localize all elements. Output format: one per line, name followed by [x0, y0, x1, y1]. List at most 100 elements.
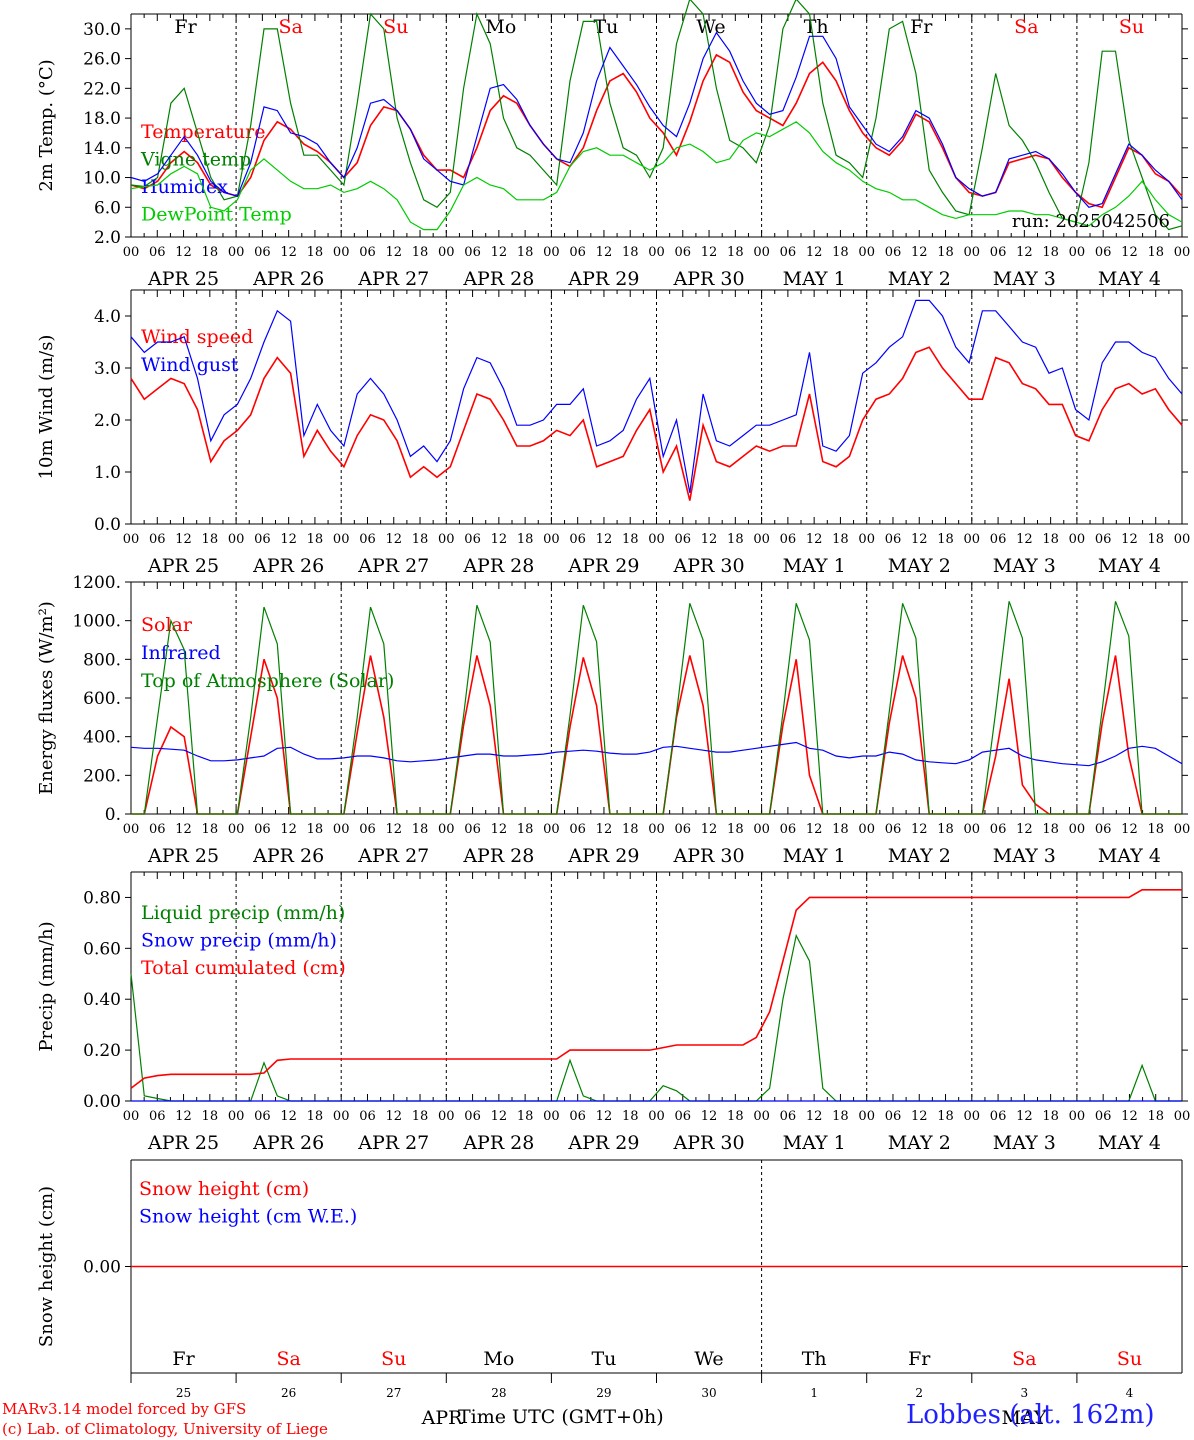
hour-tick-label: 00: [1069, 822, 1086, 837]
day-of-week-label: We: [694, 1348, 723, 1370]
y-tick-label: 2.0: [94, 411, 121, 431]
y-axis-label: Snow height (cm): [36, 1186, 57, 1347]
hour-tick-label: 18: [307, 1109, 324, 1124]
hour-tick-label: 06: [149, 245, 166, 260]
hour-tick-label: 12: [596, 532, 613, 547]
hour-tick-label: 12: [491, 1109, 508, 1124]
hour-tick-label: 18: [202, 532, 219, 547]
y-tick-label: 6.0: [94, 198, 121, 218]
hour-tick-label: 06: [675, 245, 692, 260]
series-line-wind-gust: [130, 299, 1183, 493]
hour-tick-label: 00: [1069, 1109, 1086, 1124]
hour-tick-label: 12: [911, 822, 928, 837]
day-of-week-label: Tu: [591, 1348, 616, 1370]
day-of-week-label: Sa: [1012, 1348, 1036, 1370]
hour-tick-label: 18: [832, 822, 849, 837]
day-of-week-label: Fr: [908, 1348, 931, 1370]
date-label: APR 29: [567, 555, 639, 577]
hour-tick-label: 00: [228, 245, 245, 260]
hour-tick-label: 06: [569, 1109, 586, 1124]
y-tick-label: 0.60: [83, 939, 121, 959]
y-tick-label: 0.: [105, 805, 121, 825]
date-label: APR 27: [357, 555, 429, 577]
y-tick-label: 1000.: [72, 612, 121, 632]
hour-tick-label: 12: [1121, 532, 1138, 547]
hour-tick-label: 00: [333, 532, 350, 547]
day-number-label: 3: [1021, 1386, 1029, 1400]
hour-tick-label: 18: [937, 1109, 954, 1124]
hour-tick-label: 00: [123, 1109, 140, 1124]
day-number-label: 30: [701, 1386, 716, 1400]
hour-tick-label: 00: [753, 1109, 770, 1124]
hour-tick-label: 06: [254, 1109, 271, 1124]
day-number-label: 28: [491, 1386, 506, 1400]
date-label: APR 27: [357, 1132, 429, 1154]
hour-tick-label: 12: [806, 822, 823, 837]
month-label-apr: APR: [421, 1407, 464, 1429]
legend-entry: Top of Atmosphere (Solar): [141, 670, 394, 692]
hour-tick-label: 06: [254, 532, 271, 547]
series-line-dewpoint-temp: [130, 121, 1183, 231]
hour-tick-label: 18: [1147, 1109, 1164, 1124]
hour-tick-label: 06: [359, 1109, 376, 1124]
hour-tick-label: 00: [543, 822, 560, 837]
hour-tick-label: 12: [1016, 1109, 1033, 1124]
hour-tick-label: 12: [806, 1109, 823, 1124]
legend-entry: Infrared: [141, 642, 221, 664]
hour-tick-label: 06: [569, 245, 586, 260]
panel-3: 0. 200. 400. 600. 800. 1000. 1200. Energy fluxe…: [36, 573, 1190, 867]
hour-tick-label: 18: [622, 532, 639, 547]
hour-tick-label: 12: [491, 532, 508, 547]
x-axis-title: Time UTC (GMT+0h): [458, 1406, 664, 1428]
hour-tick-label: 12: [806, 245, 823, 260]
day-of-week-label: Sa: [278, 16, 302, 38]
hour-tick-label: 12: [596, 245, 613, 260]
hour-tick-label: 06: [254, 822, 271, 837]
date-label: APR 28: [462, 845, 534, 867]
legend-entry: Vigne temp: [140, 149, 251, 171]
date-label: APR 28: [462, 555, 534, 577]
hour-tick-label: 12: [701, 245, 718, 260]
hour-tick-label: 00: [964, 822, 981, 837]
hour-tick-label: 00: [333, 1109, 350, 1124]
hour-tick-label: 18: [727, 822, 744, 837]
hour-tick-label: 00: [123, 532, 140, 547]
legend-entry: Total cumulated (cm): [141, 957, 346, 979]
hour-tick-label: 06: [359, 245, 376, 260]
hour-tick-label: 06: [359, 532, 376, 547]
y-tick-label: 0.00: [83, 1258, 121, 1278]
hour-tick-label: 06: [149, 532, 166, 547]
hour-tick-label: 12: [385, 822, 402, 837]
date-label: APR 29: [567, 845, 639, 867]
day-number-label: 1: [810, 1386, 818, 1400]
day-of-week-label: We: [696, 16, 725, 38]
hour-tick-label: 18: [202, 1109, 219, 1124]
hour-tick-label: 18: [1147, 532, 1164, 547]
date-label: APR 26: [252, 845, 324, 867]
hour-tick-label: 12: [1016, 532, 1033, 547]
series-line-temperature: [130, 53, 1183, 209]
hour-tick-label: 18: [1147, 245, 1164, 260]
legend-entry: Temperature: [141, 121, 265, 143]
date-label: MAY 1: [783, 555, 846, 577]
hour-tick-label: 06: [780, 245, 797, 260]
y-axis-label: 2m Temp. (°C): [36, 59, 57, 191]
hour-tick-label: 18: [307, 822, 324, 837]
day-of-week-label: Th: [804, 16, 829, 38]
hour-tick-label: 12: [701, 532, 718, 547]
day-of-week-label: Mo: [483, 1348, 514, 1370]
hour-tick-label: 18: [832, 245, 849, 260]
legend-entry: Wind gust: [141, 354, 239, 376]
hour-tick-label: 18: [937, 245, 954, 260]
hour-tick-label: 00: [1174, 822, 1191, 837]
series-line-total-cumulated-cm-: [130, 888, 1182, 1089]
y-tick-label: 0.00: [83, 1092, 121, 1112]
hour-tick-label: 06: [780, 532, 797, 547]
hour-tick-label: 12: [596, 1109, 613, 1124]
hour-tick-label: 06: [885, 1109, 902, 1124]
hour-tick-label: 12: [1121, 822, 1138, 837]
day-of-week-label: Fr: [910, 16, 933, 38]
hour-tick-label: 12: [175, 822, 192, 837]
y-tick-label: 30.0: [83, 20, 121, 40]
